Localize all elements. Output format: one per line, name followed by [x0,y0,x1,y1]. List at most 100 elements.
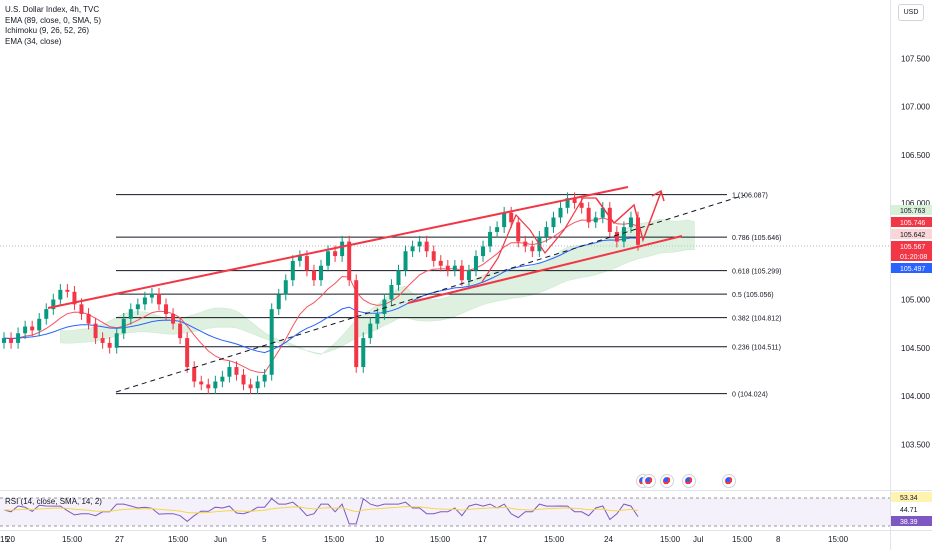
candle-body [565,198,570,208]
ichimoku-legend[interactable]: Ichimoku (9, 26, 52, 26) [5,26,90,35]
candle-body [326,251,331,266]
price-tag [891,229,932,239]
ema34-legend[interactable]: EMA (34, close) [5,36,62,46]
fibonacci-retracement[interactable]: 1 (106.087) 0.786 (105.646) 0.618 (105.299… [116,193,781,399]
price-tag-label: 105.497 [900,266,925,273]
time-axis-label: 20 [6,535,15,544]
candle-body [248,384,253,389]
price-tag [891,241,932,251]
fib-level-label: 1 (106.087) [732,193,768,200]
candle-body [121,318,126,334]
time-axis-label: 15:00 [430,535,451,544]
candle-body [51,299,56,310]
price-tag [891,217,932,227]
rsi-tag [891,504,932,514]
time-axis-label: 15:00 [732,535,753,544]
time-axis[interactable]: 20 15:00 27 15:00 Jun 5 15:00 10 15:00 17 15:00 24 1… [0,535,849,544]
price-tag-label: 105.763 [900,208,925,215]
candle-body [607,207,612,232]
rsi-tag-label: 38.39 [900,519,918,526]
candle-body [234,367,239,375]
time-axis-label: 24 [604,535,613,544]
candle-body [466,270,471,281]
candle-body [333,251,338,257]
candle-body [375,313,380,324]
candle-body [156,293,161,305]
candle-body [107,342,112,348]
candlestick-series [2,192,640,395]
projection-arrow-icon [651,189,665,202]
candle-body [438,260,443,266]
candle-body [523,241,528,247]
main-pane[interactable] [0,0,890,490]
currency-button[interactable]: USD [898,4,924,21]
chart-legend: U.S. Dollar Index, 4h, TVC EMA (89, clos… [5,5,101,47]
candle-body [431,251,436,261]
candle-body [403,251,408,271]
candle-body [621,227,626,242]
ema89-line [3,237,639,354]
candle-body [445,265,450,271]
candle-body [382,299,387,314]
candle-body [269,309,274,375]
candle-body [2,338,6,343]
candle-body [58,289,63,300]
time-axis-label: 15:00 [544,535,565,544]
economic-event-icon[interactable] [660,474,674,488]
candle-body [495,227,500,232]
candle-body [354,280,359,368]
candle-body [628,217,633,228]
price-tag-label: 01:20:08 [900,254,927,261]
time-axis-label: Jun [214,535,227,544]
price-tag [891,205,932,215]
symbol-title[interactable]: U.S. Dollar Index, 4h, TVC [5,5,100,14]
time-axis-label: 8 [776,535,781,544]
candle-body [220,376,225,382]
candle-body [79,304,84,314]
candle-body [65,289,70,292]
candle-body [452,265,457,271]
candle-body [502,212,507,228]
candle-body [319,265,323,281]
candle-body [276,294,281,310]
economic-event-icon[interactable] [722,474,736,488]
ema89-legend[interactable]: EMA (89, close, 0, SMA, 5) [5,15,102,25]
lower-channel-line[interactable] [407,235,683,304]
candle-body [396,270,401,286]
price-ticks: 107.500 107.000 106.500 106.000 105.000 104.5… [901,54,930,449]
candle-body [614,231,619,242]
wave-path[interactable] [481,197,596,283]
candle-body [213,381,218,389]
economic-event-icon[interactable] [642,474,656,488]
candle-body [516,222,521,242]
fib-level-label: 0.786 (105.646) [732,235,781,242]
candle-body [459,265,464,281]
candle-body [149,293,154,298]
candle-body [586,207,591,223]
price-tick-label: 107.000 [901,103,930,112]
time-axis-label: 17 [478,535,487,544]
rsi-line [3,497,639,525]
candle-body [389,285,394,300]
fib-level-label: 0.382 (104.812) [732,316,781,323]
candle-body [417,241,422,247]
fib-level-label: 0.5 (105.056) [732,292,774,299]
price-tick-label: 106.500 [901,151,930,160]
price-tick-label: 107.500 [901,54,930,63]
economic-event-icon[interactable] [682,474,696,488]
time-axis-label: 15 [0,535,9,544]
fib-level-label: 0.236 (104.511) [732,345,781,352]
candle-body [227,367,232,377]
cloud-area [60,218,695,355]
projection-path[interactable] [595,191,662,243]
trend-drawings[interactable] [47,186,746,393]
candle-body [368,323,373,339]
candle-body [473,256,478,271]
upper-channel-line[interactable] [47,186,629,309]
fib-level-label: 0.618 (105.299) [732,269,781,276]
time-axis-label: 15:00 [168,535,189,544]
time-axis-label: 27 [115,535,124,544]
rsi-legend[interactable]: RSI (14, close, SMA, 14, 2) [5,497,102,506]
price-tag [891,251,932,261]
